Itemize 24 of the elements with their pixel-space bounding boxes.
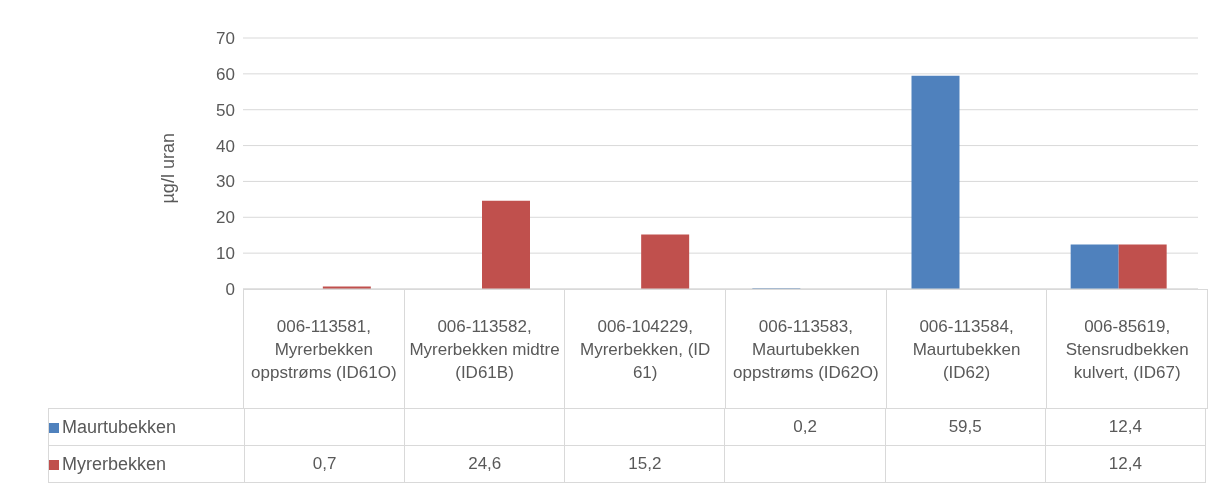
y-tick-label: 0	[225, 280, 235, 300]
x-tick-label: 006-113582, Myrerbekken midtre (ID61B)	[404, 289, 565, 409]
data-label: 0,7	[244, 445, 405, 483]
x-tick-label: 006-104229, Myrerbekken, (ID 61)	[564, 289, 726, 409]
legend-label: Maurtubekken	[48, 408, 245, 446]
data-label: 59,5	[885, 408, 1046, 446]
y-tick-label: 60	[216, 64, 235, 84]
data-label: 12,4	[1045, 445, 1206, 483]
data-label: 15,2	[564, 445, 725, 483]
data-label: 24,6	[404, 445, 565, 483]
x-tick-label: 006-113584, Maurtubekken (ID62)	[886, 289, 1047, 409]
x-tick-label: 006-113581, Myrerbekken oppstrøms (ID61O)	[243, 289, 405, 409]
y-tick-label: 20	[216, 208, 235, 228]
data-label: 12,4	[1045, 408, 1206, 446]
data-label: 0,2	[724, 408, 886, 446]
legend-label: Myrerbekken	[48, 445, 245, 483]
y-tick-label: 50	[216, 100, 235, 120]
y-axis-title: µg/l uran	[158, 133, 179, 204]
y-tick-label: 40	[216, 136, 235, 156]
y-tick-label: 10	[216, 244, 235, 264]
x-tick-label: 006-85619, Stensrudbekken kulvert, (ID67)	[1046, 289, 1208, 409]
y-tick-label: 30	[216, 172, 235, 192]
y-tick-label: 70	[216, 29, 235, 49]
x-tick-label: 006-113583, Maurtubekken oppstrøms (ID62O)	[725, 289, 887, 409]
